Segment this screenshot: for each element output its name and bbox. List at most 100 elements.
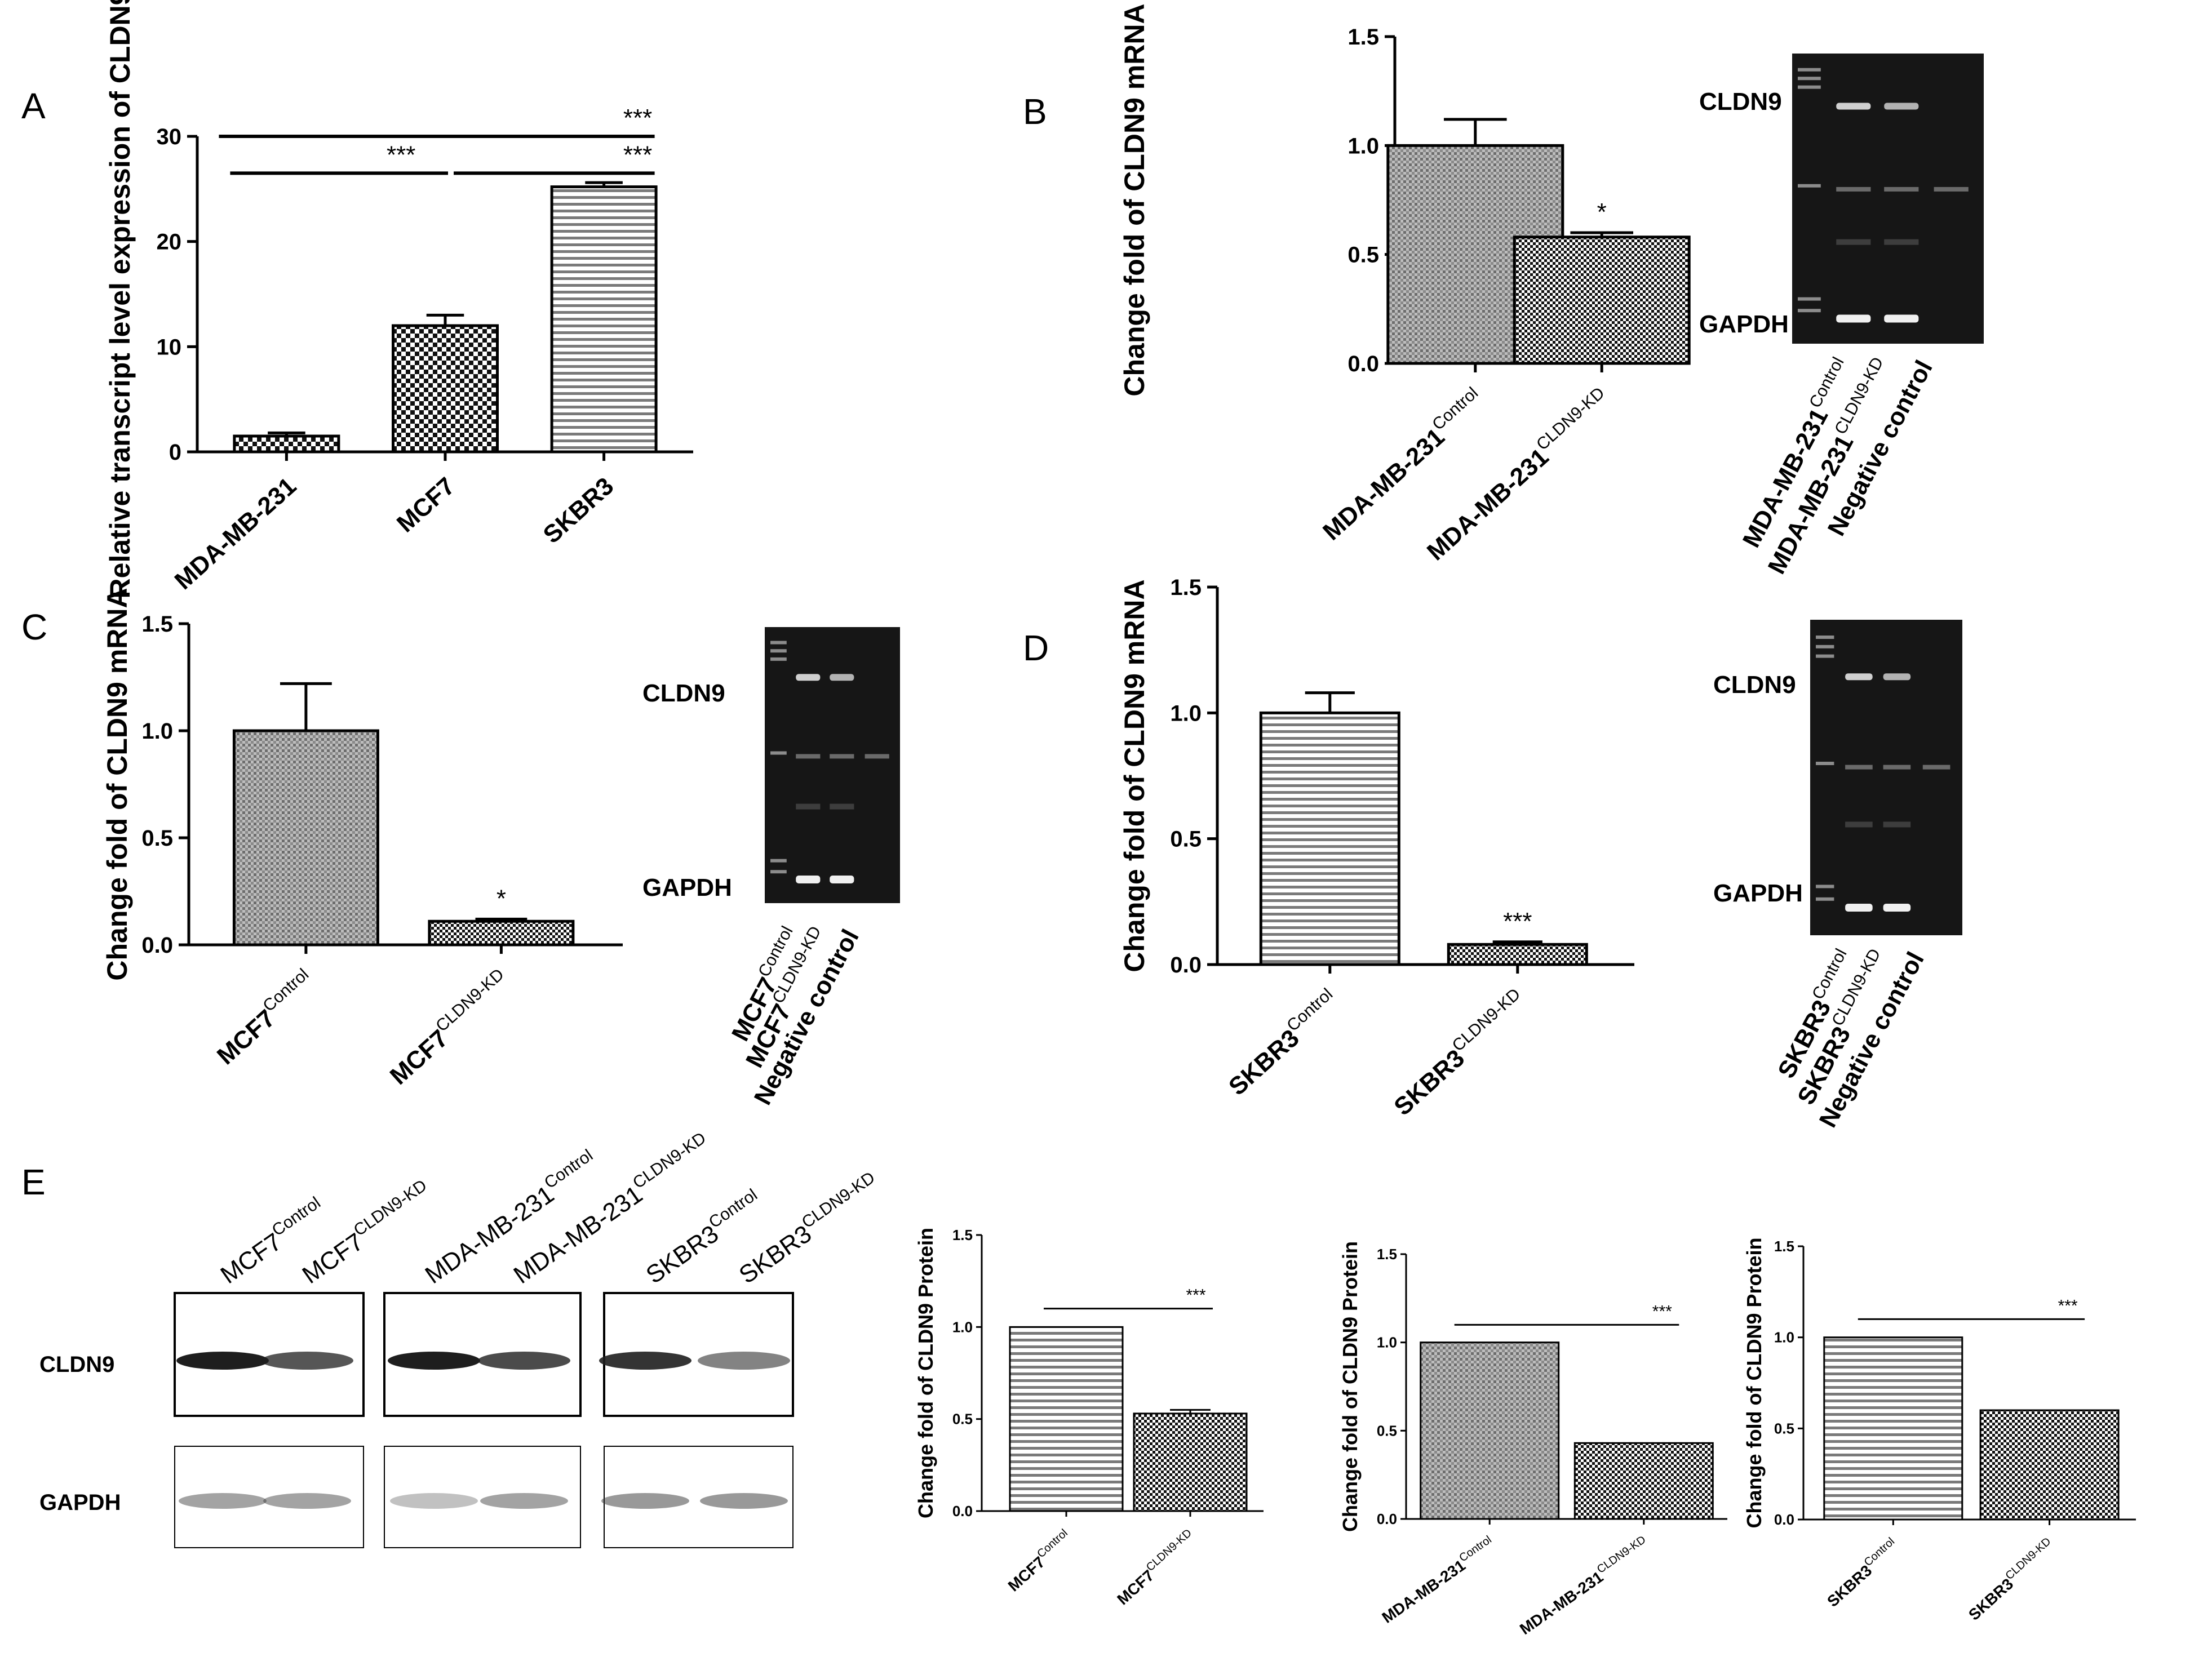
ladder-band <box>1816 636 1834 639</box>
y-tick-label: 1.0 <box>1170 701 1202 726</box>
blot-band-cldn9 <box>388 1352 480 1370</box>
gel-band-cldn9 <box>830 674 854 681</box>
blot-lane-label-sup: Control <box>541 1146 596 1193</box>
y-tick-label: 1.5 <box>1170 575 1202 600</box>
gel-band-gapdh <box>1836 314 1871 323</box>
category-label-base: MDA-MB-231 <box>1318 423 1449 546</box>
gel-label-cldn9: CLDN9 <box>642 679 725 707</box>
category-label: SKBR3Control <box>1221 985 1345 1101</box>
significance-label: *** <box>387 141 415 168</box>
category-label-base: SKBR3 <box>1824 1562 1875 1611</box>
y-tick-label: 1.5 <box>1347 25 1379 50</box>
blot-lane-label-sup: CLDN9-KD <box>630 1129 710 1192</box>
y-tick-label: 0 <box>169 440 181 465</box>
gel-band-gapdh <box>1884 314 1919 323</box>
gel-band-faint <box>1883 765 1911 770</box>
category-label: SKBR3 <box>538 472 619 549</box>
category-label-base: MDA-MB-231 <box>1379 1557 1469 1627</box>
gel-band-faint <box>830 803 854 810</box>
category-label-base: SKBR3 <box>1389 1044 1470 1121</box>
gel-band-faint <box>1836 186 1871 192</box>
y-tick-label: 0.5 <box>1170 827 1202 852</box>
gel-band-faint <box>1845 821 1873 828</box>
y-axis-label: Change fold of CLDN9 mRNA <box>1119 579 1150 972</box>
bar <box>1133 1412 1248 1512</box>
category-label-sup: CLDN9-KD <box>1595 1534 1648 1576</box>
bar <box>1259 711 1400 966</box>
gel-background <box>1792 54 1984 344</box>
ladder-band <box>1816 897 1834 901</box>
ladder-band <box>1816 645 1834 648</box>
chart-panel-c: 0.0 0.5 1.0 1.5 Change fold of CLDN9 mRNA MCF… <box>101 588 623 1090</box>
gel-band-faint <box>1845 765 1873 770</box>
category-label: MCF7Control <box>1003 1527 1075 1595</box>
y-axis-label: Change fold of CLDN9 mRNA <box>101 588 133 980</box>
y-tick-label: 1.0 <box>1377 1334 1397 1351</box>
gel-band-cldn9 <box>1884 103 1919 110</box>
y-tick-label: 1.0 <box>952 1318 973 1335</box>
gel-band-gapdh <box>830 876 854 883</box>
bar <box>550 185 658 454</box>
chart-panel-a: 0 10 20 30 Relative transcript level express… <box>104 0 693 598</box>
ladder-band <box>770 641 787 645</box>
blot-band-cldn9 <box>599 1352 691 1370</box>
blot-band-cldn9 <box>698 1352 790 1370</box>
category-label: MDA-MB-231 <box>170 472 302 595</box>
gel-image-d: CLDN9GAPDHSKBR3ControlSKBR3CLDN9-KDNegat… <box>1713 620 1962 1132</box>
category-label: SKBR3CLDN9-KD <box>1386 985 1533 1121</box>
ladder-band <box>1798 184 1821 188</box>
category-label-base: MDA-MB-231 <box>1517 1568 1606 1638</box>
ladder-band <box>1798 309 1821 313</box>
gel-label-cldn9: CLDN9 <box>1699 88 1782 115</box>
y-axis-label: Change fold of CLDN9 Protein <box>1743 1238 1766 1529</box>
blot-lane-label-base: MCF7 <box>298 1228 369 1289</box>
bar <box>1447 943 1588 966</box>
panel-letter-d: D <box>1023 628 1049 668</box>
western-blot-e: CLDN9GAPDHMCF7ControlMCF7CLDN9-KDMDA-MB-… <box>39 1129 886 1548</box>
panel-letter-b: B <box>1023 91 1047 132</box>
y-tick-label: 1.0 <box>1774 1329 1794 1346</box>
ladder-band <box>1798 85 1821 89</box>
y-tick-label: 0.5 <box>952 1411 973 1428</box>
gel-band-faint <box>1836 239 1871 245</box>
category-label-base: MDA-MB-231 <box>170 472 302 595</box>
blot-frame-gapdh <box>384 1446 581 1548</box>
bar <box>1573 1442 1714 1520</box>
gel-image-c: CLDN9GAPDHMCF7ControlMCF7CLDN9-KDNegativ… <box>642 627 900 1109</box>
blot-lane-label-sup: CLDN9-KD <box>799 1168 879 1232</box>
category-label-sup: Control <box>1035 1527 1070 1560</box>
category-label: SKBR3CLDN9-KD <box>1963 1535 2059 1624</box>
y-tick-label: 1.5 <box>1377 1246 1397 1263</box>
gel-band-faint <box>1883 821 1911 828</box>
y-tick-label: 0.0 <box>1347 352 1379 376</box>
y-tick-label: 1.5 <box>1774 1238 1794 1255</box>
category-label: MCF7 <box>392 472 460 538</box>
ladder-band <box>1816 762 1834 765</box>
blot-band-cldn9 <box>176 1352 269 1370</box>
y-tick-label: 0.0 <box>1170 953 1202 978</box>
blot-lane-label: SKBR3CLDN9-KD <box>732 1168 886 1289</box>
blot-lane-label-base: MCF7 <box>216 1228 287 1289</box>
significance-label: * <box>1597 198 1607 226</box>
y-axis-label: Change fold of CLDN9 Protein <box>1338 1241 1362 1532</box>
category-label-sup: CLDN9-KD <box>1533 384 1608 454</box>
category-label-sup: CLDN9-KD <box>432 965 508 1036</box>
chart-panel-d: 0.0 0.5 1.0 1.5 Change fold of CLDN9 mRNA SKB… <box>1119 575 1634 1121</box>
y-tick-label: 0.0 <box>952 1503 973 1520</box>
panel-letter-a: A <box>21 86 46 126</box>
y-tick-label: 0.5 <box>141 826 173 851</box>
gel-label-cldn9: CLDN9 <box>1713 671 1796 699</box>
gel-band-faint <box>1884 239 1919 245</box>
significance-label: *** <box>623 141 652 168</box>
category-label: MCF7Control <box>209 965 321 1070</box>
gel-image-b: CLDN9GAPDHMDA-MB-231ControlMDA-MB-231CLD… <box>1699 54 1984 579</box>
category-label-sup: CLDN9-KD <box>1449 985 1524 1055</box>
ladder-band <box>1816 885 1834 888</box>
y-tick-label: 0.5 <box>1774 1420 1794 1437</box>
gel-label-gapdh: GAPDH <box>1713 879 1803 907</box>
bar <box>1979 1409 2120 1521</box>
category-label-base: SKBR3 <box>1965 1575 2016 1624</box>
significance-label: *** <box>1186 1286 1205 1305</box>
ladder-band <box>770 859 787 863</box>
